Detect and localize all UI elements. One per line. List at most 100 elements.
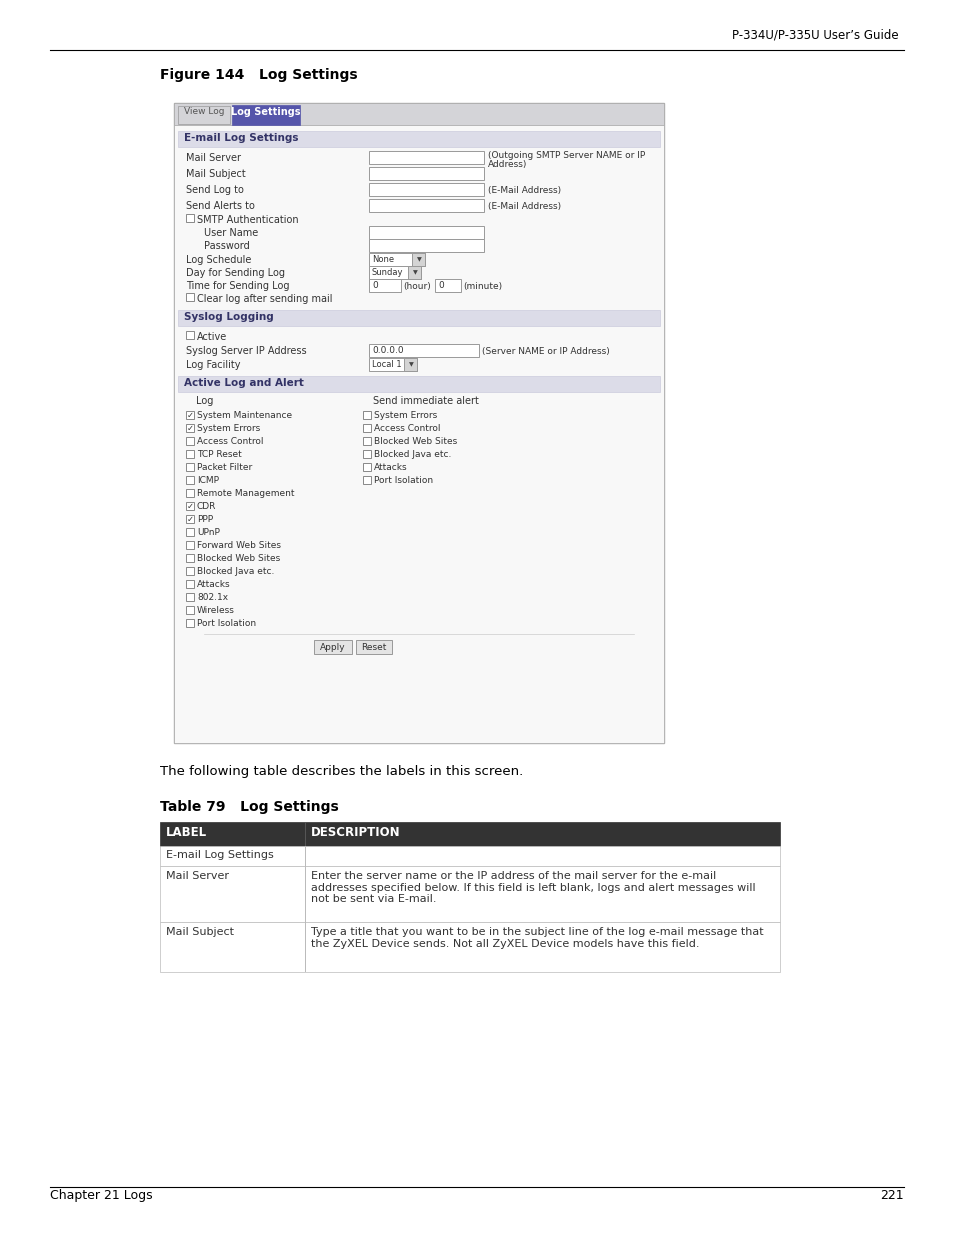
Bar [186, 411, 193, 419]
Text: Blocked Java etc.: Blocked Java etc. [374, 450, 451, 459]
Bar [186, 450, 193, 458]
Bar [369, 266, 420, 279]
Text: Blocked Web Sites: Blocked Web Sites [374, 437, 456, 446]
Text: Chapter 21 Logs: Chapter 21 Logs [50, 1189, 152, 1202]
Bar [369, 199, 483, 212]
Text: ✓: ✓ [186, 424, 193, 432]
Bar [363, 437, 371, 445]
Bar [173, 103, 663, 125]
Text: Reset: Reset [361, 643, 386, 652]
Text: 0: 0 [437, 282, 443, 290]
Text: (E-Mail Address): (E-Mail Address) [488, 203, 560, 211]
Text: Password: Password [204, 241, 250, 251]
Text: System Errors: System Errors [374, 411, 436, 420]
Bar [305, 823, 306, 846]
Text: Syslog Server IP Address: Syslog Server IP Address [186, 346, 306, 356]
Text: Table 79   Log Settings: Table 79 Log Settings [160, 800, 338, 814]
Text: Wireless: Wireless [196, 606, 234, 615]
Text: Address): Address) [488, 161, 527, 169]
Bar [186, 214, 193, 222]
Text: Time for Sending Log: Time for Sending Log [186, 282, 289, 291]
Bar [186, 606, 193, 614]
Text: User Name: User Name [204, 228, 258, 238]
Bar [314, 640, 352, 655]
Text: 0.0.0.0: 0.0.0.0 [372, 346, 403, 354]
Text: Packet Filter: Packet Filter [196, 463, 252, 472]
Text: Send Alerts to: Send Alerts to [186, 201, 254, 211]
Text: Local 1: Local 1 [372, 359, 401, 369]
Text: Send immediate alert: Send immediate alert [373, 396, 478, 406]
Bar [363, 475, 371, 484]
Bar [186, 567, 193, 576]
Text: UPnP: UPnP [196, 529, 219, 537]
Bar [403, 358, 416, 370]
Text: Syslog Logging: Syslog Logging [184, 312, 274, 322]
Text: Log: Log [195, 396, 213, 406]
Text: ✓: ✓ [186, 501, 193, 510]
Bar [186, 424, 193, 432]
Text: Sunday: Sunday [372, 268, 403, 277]
Text: ICMP: ICMP [196, 475, 219, 485]
Bar [305, 846, 306, 866]
Bar [186, 515, 193, 522]
Bar [160, 846, 780, 866]
Text: Forward Web Sites: Forward Web Sites [196, 541, 281, 550]
Bar [408, 266, 420, 279]
Bar [186, 437, 193, 445]
Text: TCP Reset: TCP Reset [196, 450, 241, 459]
Text: CDR: CDR [196, 501, 216, 511]
Text: Mail Server: Mail Server [186, 153, 241, 163]
Text: LABEL: LABEL [166, 826, 207, 839]
Bar [186, 593, 193, 601]
Bar [186, 293, 193, 301]
Text: System Maintenance: System Maintenance [196, 411, 292, 420]
Bar [369, 253, 424, 266]
Text: 0: 0 [372, 282, 377, 290]
Text: Attacks: Attacks [374, 463, 407, 472]
Text: Attacks: Attacks [196, 580, 231, 589]
Bar [369, 167, 483, 180]
Text: The following table describes the labels in this screen.: The following table describes the labels… [160, 764, 522, 778]
Text: Port Isolation: Port Isolation [196, 619, 255, 629]
Text: Day for Sending Log: Day for Sending Log [186, 268, 285, 278]
Bar [369, 240, 483, 252]
Text: Blocked Web Sites: Blocked Web Sites [196, 555, 280, 563]
Bar [369, 358, 416, 370]
Text: ✓: ✓ [186, 410, 193, 420]
Text: ▼: ▼ [408, 362, 413, 367]
Text: Mail Subject: Mail Subject [186, 169, 246, 179]
Bar [178, 375, 659, 391]
Bar [186, 580, 193, 588]
Bar [363, 424, 371, 432]
Bar [186, 619, 193, 627]
Bar [186, 541, 193, 550]
Bar [178, 106, 230, 124]
Text: View Log: View Log [184, 107, 224, 116]
Text: PPP: PPP [196, 515, 213, 524]
Text: Log Schedule: Log Schedule [186, 254, 251, 266]
Text: Log Facility: Log Facility [186, 359, 240, 370]
Text: ▼: ▼ [413, 270, 416, 275]
Bar [435, 279, 460, 291]
Text: Blocked Java etc.: Blocked Java etc. [196, 567, 274, 576]
Bar [369, 345, 478, 357]
Text: 221: 221 [880, 1189, 903, 1202]
Bar [186, 475, 193, 484]
Bar [355, 640, 392, 655]
Text: Clear log after sending mail: Clear log after sending mail [196, 294, 333, 304]
Bar [178, 310, 659, 326]
Text: E-mail Log Settings: E-mail Log Settings [166, 850, 274, 860]
Bar [173, 103, 663, 743]
Bar [363, 411, 371, 419]
Bar [369, 279, 400, 291]
Bar [412, 253, 424, 266]
Bar [186, 501, 193, 510]
Text: Log Settings: Log Settings [231, 107, 300, 117]
Text: (Server NAME or IP Address): (Server NAME or IP Address) [481, 347, 609, 356]
Text: Enter the server name or the IP address of the mail server for the e-mail
addres: Enter the server name or the IP address … [311, 871, 755, 904]
Bar [369, 226, 483, 240]
Bar [305, 923, 306, 972]
Bar [369, 183, 483, 196]
Text: Apply: Apply [320, 643, 345, 652]
Text: DESCRIPTION: DESCRIPTION [311, 826, 400, 839]
